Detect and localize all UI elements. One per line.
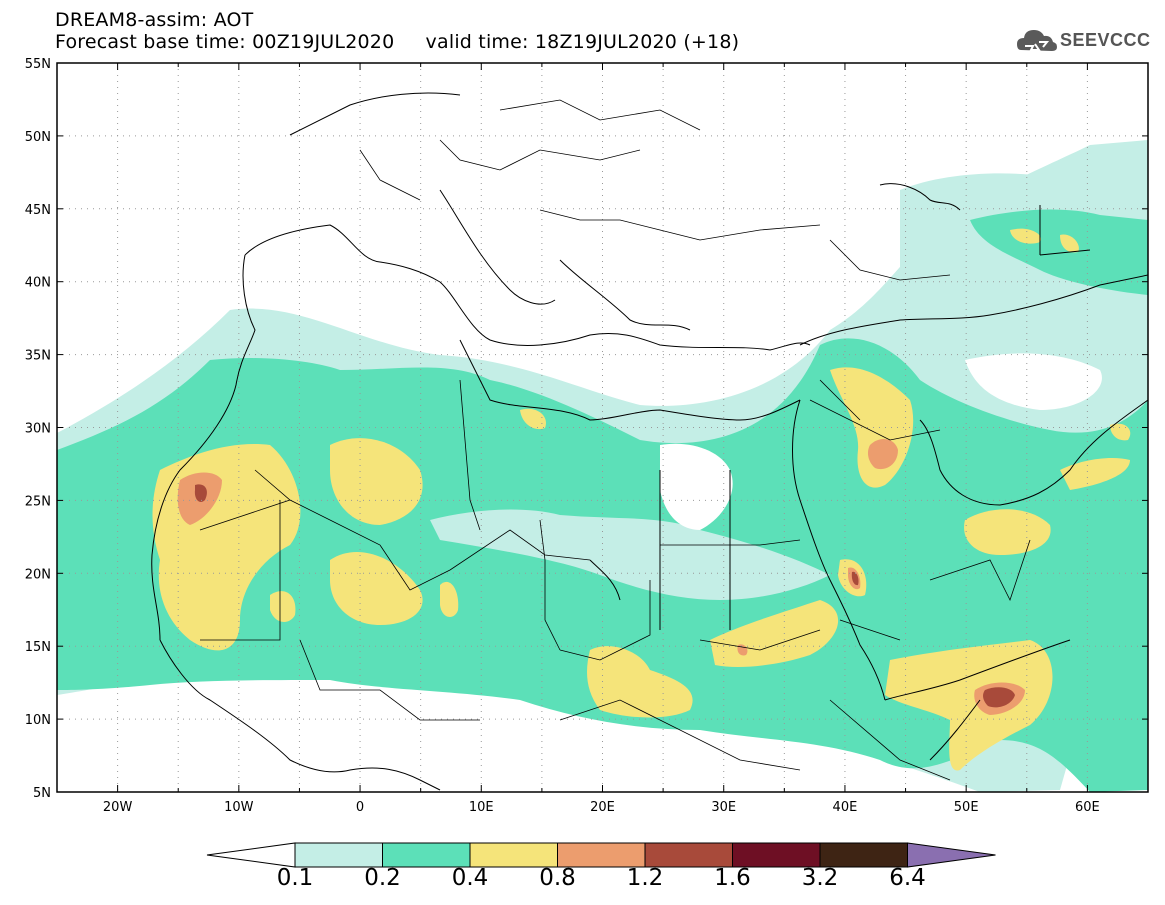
coastlines	[151, 92, 1148, 791]
lat-label: 50N	[25, 130, 51, 145]
colorbar-label: 1.2	[626, 865, 664, 891]
colorbar-label: 3.2	[801, 865, 839, 891]
cloud-logo-icon	[1017, 30, 1057, 51]
lat-label: 55N	[25, 57, 51, 72]
latitude-labels: 55N 50N 45N 40N 35N 30N 25N 20N 15N 10N 5N	[25, 57, 51, 801]
lon-label: 10E	[469, 800, 494, 815]
lon-label: 10W	[224, 800, 254, 815]
colorbar-label: 6.4	[889, 865, 926, 891]
lon-label: 20W	[103, 800, 133, 815]
lat-label: 35N	[25, 349, 51, 364]
logo-text: SEEVCCC	[1060, 30, 1151, 50]
lon-label: 40E	[833, 800, 858, 815]
lat-label: 20N	[25, 567, 51, 582]
lon-label: 20E	[590, 800, 615, 815]
colorbar-label: 0.8	[539, 865, 576, 891]
lat-label: 25N	[25, 494, 51, 509]
colorbar-label: 0.4	[451, 865, 489, 891]
lat-label: 45N	[25, 203, 51, 218]
lat-label: 10N	[25, 713, 51, 728]
lon-label: 0	[356, 800, 364, 815]
aot-hole-white	[660, 443, 733, 530]
country-borders	[199, 99, 1031, 781]
map-title: DREAM8-assim: AOT	[55, 9, 254, 31]
aot-extreme-patches	[194, 484, 1015, 708]
lat-label: 30N	[25, 422, 51, 437]
colorbar-label: 0.1	[276, 865, 314, 891]
lon-label: 60E	[1075, 800, 1100, 815]
lon-label: 30E	[711, 800, 736, 815]
longitude-labels: 20W 10W 0 10E 20E 30E 40E 50E 60E	[103, 800, 1100, 815]
lat-label: 15N	[25, 640, 51, 655]
lat-label: 40N	[25, 276, 51, 291]
map-subtitle: Forecast base time: 00Z19JUL2020 valid t…	[55, 31, 740, 53]
aot-hole-white-2	[965, 353, 1102, 410]
lat-label: 5N	[33, 786, 51, 801]
lon-label: 50E	[954, 800, 979, 815]
colorbar-label: 1.6	[714, 865, 751, 891]
colorbar-label: 0.2	[364, 865, 401, 891]
